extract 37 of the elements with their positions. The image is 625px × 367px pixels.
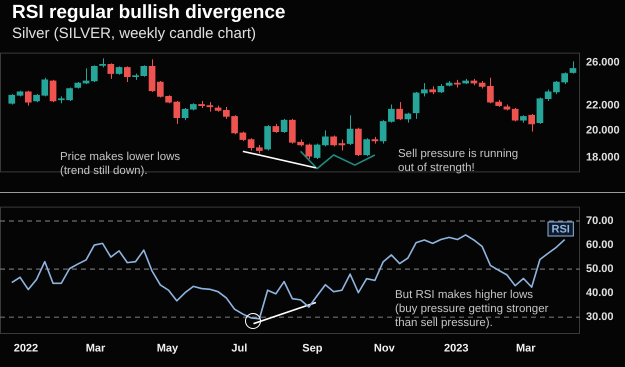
y-tick-label: 40.00 — [586, 287, 614, 300]
x-tick-label: Nov — [374, 342, 396, 355]
candlestick — [396, 102, 403, 121]
x-tick-label: Sep — [302, 342, 323, 355]
chart-title: RSI regular bullish divergence — [12, 2, 286, 24]
candlestick — [264, 124, 271, 152]
y-tick-label: 22.000 — [586, 100, 620, 112]
candlestick — [24, 90, 32, 106]
candlestick — [50, 79, 56, 103]
series-label: RSI — [552, 224, 570, 236]
y-tick-label: 30.00 — [586, 311, 614, 324]
y-tick-label: 26.000 — [586, 56, 620, 68]
candlestick — [280, 118, 288, 134]
candlestick — [124, 66, 131, 83]
x-tick-label: Mar — [86, 342, 106, 355]
x-tick-label: 2023 — [444, 342, 468, 355]
y-tick-label: 20.000 — [586, 124, 620, 136]
y-tick-label: 70.00 — [586, 215, 614, 228]
x-tick-label: Jul — [231, 342, 248, 355]
y-tick-label: 50.00 — [586, 263, 614, 276]
y-tick-label: 60.00 — [586, 239, 614, 252]
candlestick — [528, 114, 535, 132]
candlestick — [289, 118, 296, 144]
candlestick — [512, 108, 518, 122]
x-tick-label: Mar — [516, 342, 536, 355]
chart-subtitle: Silver (SILVER, weekly candle chart) — [12, 25, 256, 42]
x-tick-label: 2022 — [14, 342, 38, 355]
candlestick — [346, 114, 354, 146]
annotation: But RSI makes higher lows (buy pressure getting stronger than sell pressure). — [395, 288, 548, 330]
candlestick — [107, 62, 114, 80]
annotation: Sell pressure is running out of strength! — [398, 147, 518, 175]
candlestick — [570, 60, 576, 74]
annotation: Price makes lower lows (trend still down). — [60, 150, 180, 178]
x-tick-label: May — [156, 342, 179, 355]
candlestick — [363, 138, 370, 157]
candlestick — [404, 112, 412, 124]
y-tick-label: 18.000 — [586, 152, 620, 164]
